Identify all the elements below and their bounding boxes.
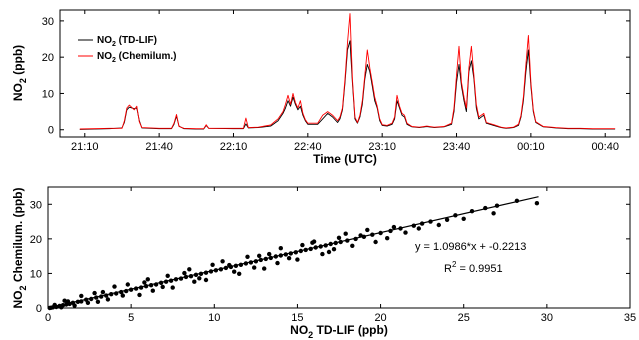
scatter-point — [150, 288, 155, 293]
scatter-point — [403, 230, 408, 235]
scatter-point — [137, 292, 142, 298]
scatter-point — [187, 267, 192, 272]
scatter-point — [286, 256, 292, 261]
x-tick-label: 21:10 — [71, 141, 99, 153]
scatter-point — [491, 211, 496, 216]
scatter-fit — [47, 196, 539, 309]
timeseries-legend: NO2 (TD-LIF) NO2 (Chemilum.) — [78, 35, 176, 64]
y-tick-label: 10 — [30, 268, 42, 280]
scatter-point — [295, 257, 300, 262]
scatter-point — [100, 289, 106, 295]
scatter-point — [252, 265, 257, 270]
x-tick-label: 22:40 — [294, 141, 322, 153]
scatter-point — [192, 279, 197, 284]
scatter-point — [165, 273, 170, 278]
fit-line — [47, 196, 539, 309]
scatter-point — [170, 285, 175, 290]
x-tick-label: 20 — [374, 312, 386, 324]
scatter-point — [416, 226, 421, 231]
x-tick-label: 00:10 — [517, 141, 545, 153]
legend-label-td-lif: NO2 (TD-LIF) — [97, 35, 157, 48]
x-tick-label: 5 — [128, 312, 134, 324]
y-tick-label: 10 — [42, 88, 54, 100]
legend-label-chemilum: NO2 (Chemilum.) — [97, 51, 176, 64]
scatter-point — [275, 260, 280, 266]
scatter-point — [461, 216, 466, 221]
scatter-point — [336, 235, 342, 240]
scatter-point — [197, 276, 202, 281]
scatter-point — [278, 246, 283, 251]
scatter-y-axis-label: NO2 Chemilum. (ppb) — [11, 187, 28, 308]
scatter-point — [203, 277, 209, 283]
scatter-point — [79, 293, 84, 299]
timeseries-x-axis-label: Time (UTC) — [313, 152, 377, 166]
scatter-point — [120, 293, 126, 298]
fit-equation-label: y = 1.0986*x + -0.2213 — [415, 241, 526, 253]
scatter-ticks: 0 5 10 15 20 25 30 35 0 10 20 30 — [30, 187, 636, 324]
scatter-point — [310, 240, 315, 245]
scatter-point — [444, 217, 450, 222]
scatter-point — [267, 251, 272, 257]
timeseries-chart: 21:10 21:40 22:10 22:40 23:10 23:40 00:10 00:40… — [11, 9, 631, 166]
scatter-point — [257, 253, 262, 258]
y-tick-label: 30 — [30, 199, 42, 211]
timeseries-ticks: 21:10 21:40 22:10 22:40 23:10 23:40 00:10 00:40… — [42, 10, 630, 153]
scatter-x-axis-label: NO2 TD-LIF (ppb) — [290, 323, 388, 340]
x-tick-label: 0 — [45, 312, 51, 324]
scatter-point — [350, 243, 355, 248]
x-tick-label: 15 — [291, 312, 303, 324]
scatter-point — [220, 259, 225, 264]
scatter-point — [72, 303, 77, 308]
scatter-point — [326, 249, 332, 255]
scatter-point — [62, 298, 67, 303]
scatter-point — [534, 201, 540, 206]
scatter-chart: 0 5 10 15 20 25 30 35 0 10 20 30 y = 1.0986*x + -0.… — [11, 186, 636, 340]
x-tick-label: 21:40 — [145, 141, 173, 153]
x-tick-label: 10 — [208, 312, 220, 324]
scatter-point — [245, 254, 250, 259]
scatter-point — [237, 271, 242, 276]
scatter-point — [300, 242, 305, 248]
scatter-point — [436, 222, 441, 228]
scatter-point — [125, 282, 130, 287]
scatter-point — [160, 284, 165, 290]
r-squared-label: R2 = 0.9951 — [444, 260, 503, 275]
scatter-point — [65, 299, 71, 304]
scatter-point — [343, 231, 348, 236]
scatter-point — [59, 305, 64, 310]
x-tick-label: 22:10 — [220, 141, 248, 153]
x-tick-label: 23:40 — [443, 141, 471, 153]
y-tick-label: 0 — [48, 125, 54, 137]
y-tick-label: 30 — [42, 16, 54, 28]
scatter-point — [85, 300, 91, 305]
scatter-point — [145, 277, 150, 282]
scatter-point — [182, 270, 187, 276]
scatter-point — [105, 297, 111, 302]
scatter-point — [320, 251, 325, 257]
timeseries-y-axis-label: NO2 (ppb) — [11, 45, 28, 101]
y-tick-label: 20 — [30, 234, 42, 246]
timeseries-series — [79, 13, 616, 130]
scatter-point — [385, 236, 390, 241]
y-tick-label: 0 — [36, 303, 42, 315]
scatter-point — [232, 269, 237, 274]
scatter-point — [92, 290, 97, 296]
scatter-point — [95, 299, 101, 304]
scatter-point — [391, 224, 397, 230]
series-line-chemilum — [79, 13, 616, 130]
y-tick-label: 20 — [42, 52, 54, 64]
scatter-point — [262, 266, 267, 271]
scatter-point — [331, 247, 337, 252]
x-tick-label: 35 — [624, 312, 636, 324]
scatter-point — [365, 227, 370, 233]
x-tick-label: 23:10 — [368, 141, 396, 153]
scatter-point — [142, 280, 147, 285]
scatter-point — [373, 239, 378, 245]
scatter-point — [210, 262, 215, 267]
x-tick-label: 25 — [458, 312, 470, 324]
scatter-point — [112, 284, 117, 289]
x-tick-label: 30 — [541, 312, 553, 324]
x-tick-label: 00:40 — [591, 141, 619, 153]
